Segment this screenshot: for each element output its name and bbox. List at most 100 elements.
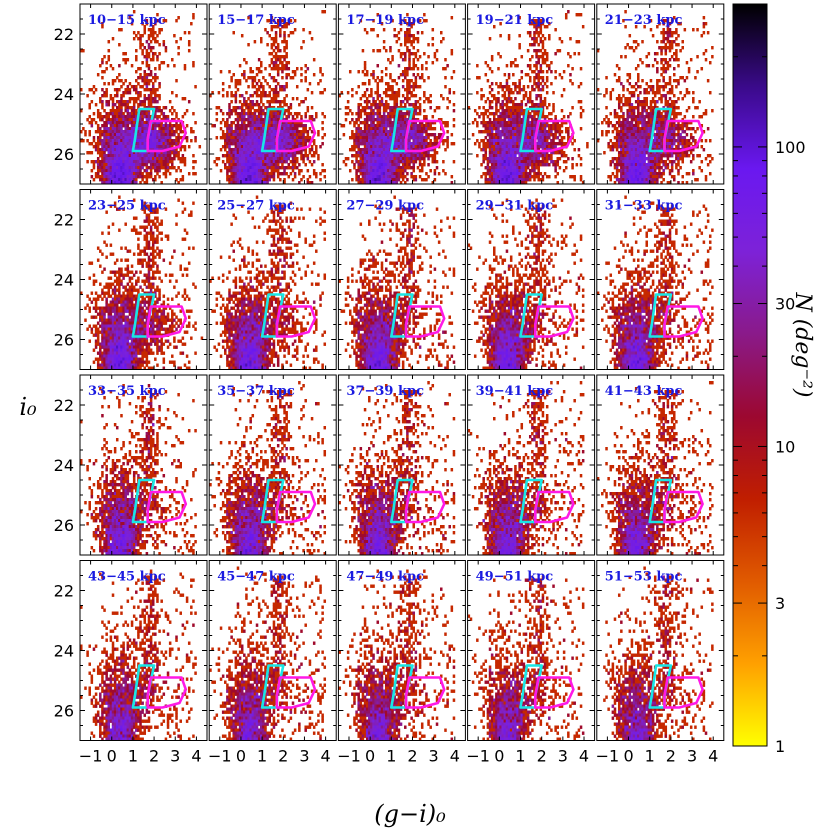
- density-cell: [499, 124, 502, 128]
- density-cell: [554, 151, 557, 155]
- density-cell: [429, 145, 432, 149]
- density-cell: [226, 157, 229, 161]
- density-cell: [495, 151, 498, 155]
- density-cell: [162, 151, 166, 155]
- density-cell: [107, 181, 111, 184]
- density-cell: [236, 133, 240, 137]
- density-cell: [368, 82, 371, 86]
- density-cell: [490, 166, 494, 170]
- density-cell: [368, 130, 371, 134]
- density-cell: [289, 103, 293, 107]
- density-cell: [556, 124, 560, 128]
- density-cell: [245, 103, 248, 107]
- density-cell: [293, 145, 297, 149]
- density-cell: [524, 175, 528, 179]
- density-cell: [416, 154, 420, 158]
- density-cell: [528, 130, 532, 134]
- density-cell: [149, 151, 153, 155]
- density-cell: [482, 124, 485, 128]
- density-cell: [493, 157, 496, 161]
- density-cell: [376, 142, 380, 146]
- density-cell: [215, 157, 219, 161]
- density-cell: [351, 112, 354, 116]
- density-cell: [374, 181, 377, 184]
- density-cell: [488, 157, 492, 161]
- density-cell: [408, 109, 411, 113]
- density-cell: [357, 106, 360, 110]
- density-cell: [251, 172, 255, 176]
- density-cell: [391, 124, 394, 128]
- density-cell: [389, 97, 392, 101]
- density-cell: [266, 166, 269, 170]
- density-cell: [425, 142, 428, 146]
- density-cell: [139, 157, 142, 161]
- density-cell: [382, 166, 386, 170]
- density-cell: [149, 28, 153, 32]
- density-cell: [577, 148, 581, 152]
- density-cell: [247, 118, 250, 122]
- density-cell: [401, 166, 405, 170]
- density-cell: [363, 67, 367, 71]
- density-cell: [120, 151, 123, 155]
- density-cell: [410, 142, 413, 146]
- density-cell: [145, 49, 149, 53]
- density-cell: [425, 145, 428, 149]
- density-cell: [283, 160, 286, 164]
- density-cell: [560, 130, 564, 134]
- density-cell: [291, 70, 295, 74]
- density-cell: [94, 160, 98, 164]
- density-cell: [524, 130, 528, 134]
- density-cell: [113, 139, 117, 143]
- density-cell: [361, 49, 365, 53]
- density-cell: [111, 154, 115, 158]
- density-cell: [579, 163, 583, 167]
- density-cell: [141, 61, 144, 65]
- density-cell: [516, 136, 519, 140]
- density-cell: [399, 154, 403, 158]
- density-cell: [387, 112, 390, 116]
- density-cell: [560, 94, 564, 98]
- density-cell: [524, 151, 528, 155]
- density-cell: [164, 160, 168, 164]
- density-cell: [253, 103, 257, 107]
- density-cell: [276, 46, 280, 50]
- density-cell: [183, 145, 187, 149]
- density-cell: [82, 49, 85, 53]
- density-cell: [99, 142, 102, 146]
- density-cell: [448, 91, 451, 95]
- density-cell: [274, 166, 278, 170]
- density-cell: [370, 154, 373, 158]
- density-cell: [488, 103, 492, 107]
- density-cell: [490, 139, 494, 143]
- density-cell: [376, 133, 380, 137]
- density-cell: [497, 67, 500, 71]
- density-cell: [289, 133, 293, 137]
- density-cell: [103, 91, 106, 95]
- density-cell: [160, 145, 163, 149]
- density-cell: [120, 97, 123, 101]
- density-cell: [378, 112, 382, 116]
- density-cell: [531, 160, 534, 164]
- density-cell: [230, 139, 233, 143]
- density-cell: [264, 28, 267, 32]
- density-cell: [406, 22, 409, 26]
- density-cell: [507, 34, 511, 38]
- density-cell: [143, 94, 147, 98]
- density-cell: [283, 169, 286, 173]
- density-cell: [274, 79, 278, 83]
- density-cell: [380, 100, 384, 104]
- density-cell: [187, 40, 191, 44]
- density-cell: [118, 109, 121, 113]
- density-cell: [520, 157, 524, 161]
- density-cell: [488, 112, 492, 116]
- density-cell: [162, 160, 166, 164]
- density-cell: [251, 118, 255, 122]
- density-cell: [541, 34, 545, 38]
- density-cell: [147, 154, 151, 158]
- density-cell: [274, 25, 278, 29]
- density-cell: [503, 118, 507, 122]
- density-cell: [452, 160, 456, 164]
- density-cell: [139, 169, 142, 173]
- density-cell: [221, 118, 225, 122]
- density-cell: [359, 97, 363, 101]
